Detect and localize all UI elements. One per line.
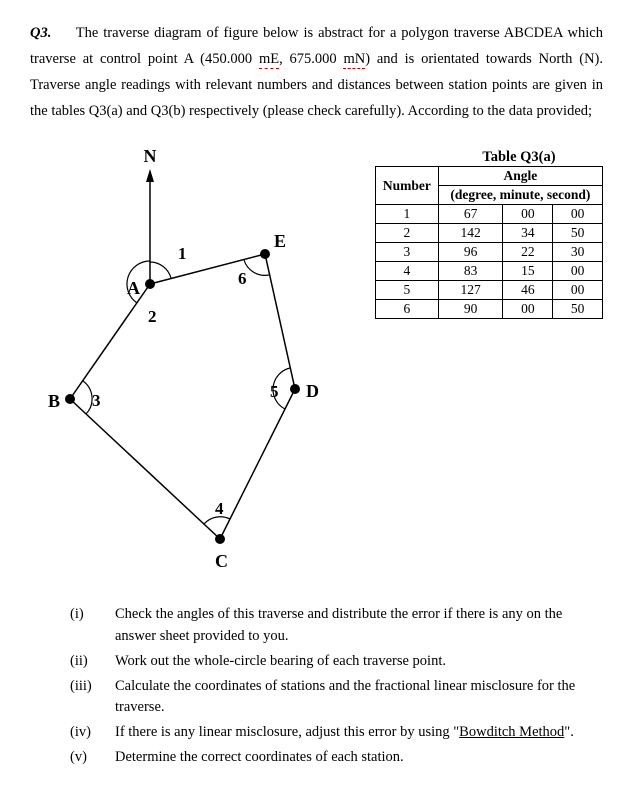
label-3: 3 (92, 391, 101, 410)
cell-sec: 50 (553, 300, 603, 319)
cell-sec: 00 (553, 281, 603, 300)
traverse-diagram: N A B C D E (30, 144, 360, 574)
roman-numeral: (ii) (70, 651, 115, 673)
cell-deg: 67 (438, 205, 503, 224)
cell-sec: 00 (553, 262, 603, 281)
cell-sec: 50 (553, 224, 603, 243)
cell-sec: 30 (553, 243, 603, 262)
question-item-ii: (ii) Work out the whole-circle bearing o… (70, 651, 603, 673)
roman-numeral: (iv) (70, 722, 115, 744)
cell-min: 34 (503, 224, 553, 243)
cell-min: 46 (503, 281, 553, 300)
station-d-marker (290, 384, 300, 394)
station-e-marker (260, 249, 270, 259)
question-item-i: (i) Check the angles of this traverse an… (70, 604, 603, 648)
col-angle-header: Angle (438, 167, 602, 186)
cell-num: 6 (376, 300, 439, 319)
header-text-2: , 675.000 (279, 51, 343, 67)
bowditch-method: Bowditch Method (459, 724, 564, 740)
roman-numeral: (v) (70, 747, 115, 769)
cell-min: 15 (503, 262, 553, 281)
cell-min: 00 (503, 205, 553, 224)
roman-numeral: (i) (70, 604, 115, 648)
table-row: 51274600 (376, 281, 603, 300)
angle-arc-6 (244, 260, 269, 275)
cell-deg: 83 (438, 262, 503, 281)
edge-bc (70, 399, 220, 539)
col-units-header: (degree, minute, second) (438, 186, 602, 205)
table-row: 6900050 (376, 300, 603, 319)
question-text: If there is any linear misclosure, adjus… (115, 722, 603, 744)
cell-num: 4 (376, 262, 439, 281)
col-number-header: Number (376, 167, 439, 205)
unit-me: mE (259, 51, 279, 69)
label-5: 5 (270, 382, 279, 401)
cell-num: 2 (376, 224, 439, 243)
cell-deg: 142 (438, 224, 503, 243)
label-1: 1 (178, 244, 187, 263)
edge-cd (220, 389, 295, 539)
label-2: 2 (148, 307, 157, 326)
question-number: Q3. (30, 25, 51, 41)
diagram-container: N A B C D E (30, 144, 360, 574)
label-4: 4 (215, 499, 224, 518)
edge-ea (150, 254, 265, 284)
edge-de (265, 254, 295, 389)
content-row: N A B C D E (30, 144, 603, 574)
question-item-v: (v) Determine the correct coordinates of… (70, 747, 603, 769)
north-arrowhead (146, 169, 154, 182)
angle-table: Number Angle (degree, minute, second) 16… (375, 166, 603, 319)
label-a: A (127, 278, 140, 298)
question-text: Work out the whole-circle bearing of eac… (115, 651, 603, 673)
label-d: D (306, 381, 319, 401)
cell-deg: 90 (438, 300, 503, 319)
cell-min: 00 (503, 300, 553, 319)
question-header: Q3. The traverse diagram of figure below… (30, 20, 603, 124)
edge-ab (70, 284, 150, 399)
cell-num: 3 (376, 243, 439, 262)
angle-arc-1 (150, 262, 171, 278)
label-c: C (215, 551, 228, 571)
table-container: Table Q3(a) Number Angle (degree, minute… (375, 144, 603, 319)
cell-num: 1 (376, 205, 439, 224)
unit-mn: mN (343, 51, 365, 69)
table-row: 4831500 (376, 262, 603, 281)
table-row: 1670000 (376, 205, 603, 224)
roman-numeral: (iii) (70, 676, 115, 720)
cell-num: 5 (376, 281, 439, 300)
cell-sec: 00 (553, 205, 603, 224)
question-item-iii: (iii) Calculate the coordinates of stati… (70, 676, 603, 720)
angle-arc-3 (83, 381, 92, 414)
table-row: 3962230 (376, 243, 603, 262)
cell-deg: 96 (438, 243, 503, 262)
table-title: Table Q3(a) (375, 149, 603, 166)
questions-list: (i) Check the angles of this traverse an… (30, 604, 603, 768)
question-text: Calculate the coordinates of stations an… (115, 676, 603, 720)
label-e: E (274, 231, 286, 251)
question-text: Determine the correct coordinates of eac… (115, 747, 603, 769)
station-a-marker (145, 279, 155, 289)
cell-deg: 127 (438, 281, 503, 300)
cell-min: 22 (503, 243, 553, 262)
label-b: B (48, 391, 60, 411)
label-n: N (144, 146, 157, 166)
question-text: Check the angles of this traverse and di… (115, 604, 603, 648)
table-row: 21423450 (376, 224, 603, 243)
label-6: 6 (238, 269, 247, 288)
station-c-marker (215, 534, 225, 544)
station-b-marker (65, 394, 75, 404)
question-item-iv: (iv) If there is any linear misclosure, … (70, 722, 603, 744)
